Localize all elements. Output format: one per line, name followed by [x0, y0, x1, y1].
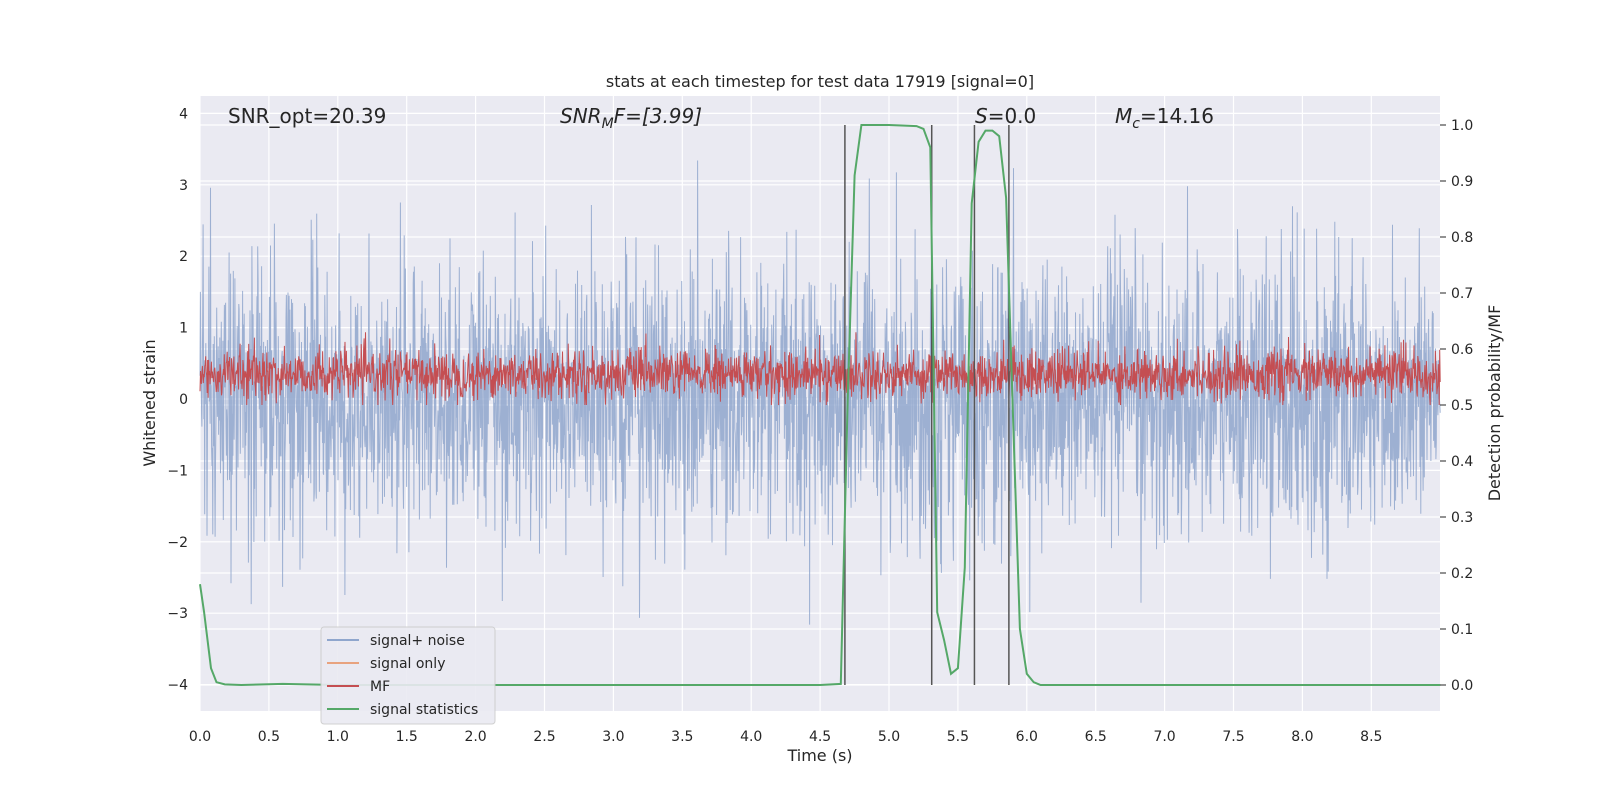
annotation-s-tail: =0.0	[988, 104, 1037, 128]
y2-axis-ticks: 1.0 0.9 0.8 0.7 0.6 0.5 0.4 0.3 0.2 0.1 0.0	[1440, 118, 1473, 694]
y2-tick-label: 0.8	[1451, 230, 1473, 246]
y2-tick-label: 0.3	[1451, 510, 1473, 526]
series-line-mf	[199, 332, 1441, 406]
y-tick-label: 1	[179, 321, 188, 337]
legend: signal+ noise signal only MF signal stat…	[320, 626, 496, 725]
y-tick-label: −1	[167, 463, 188, 479]
x-tick-label: 3.5	[671, 729, 693, 745]
annotation-mc-base: M	[1115, 104, 1132, 128]
x-tick-label: 2.0	[464, 729, 486, 745]
y2-tick-label: 0.4	[1451, 454, 1473, 470]
annotation-snr-mf-base: SNR	[560, 104, 602, 128]
x-tick-label: 8.5	[1360, 729, 1382, 745]
x-tick-label: 6.0	[1016, 729, 1038, 745]
series-signal-statistics	[199, 124, 1441, 687]
chart-title: stats at each timestep for test data 179…	[606, 72, 1034, 91]
annotation-snr-mf-sub: M	[602, 116, 614, 132]
x-tick-label: 1.0	[327, 729, 349, 745]
y-tick-label: −3	[167, 606, 188, 622]
y2-tick-label: 0.5	[1451, 398, 1473, 414]
series-line-signal-statistics	[199, 124, 1441, 687]
x-tick-label: 6.5	[1085, 729, 1107, 745]
legend-label-signal-only: signal only	[370, 656, 445, 672]
x-tick-label: 2.5	[533, 729, 555, 745]
x-tick-label: 1.5	[396, 729, 418, 745]
y-tick-label: −4	[167, 678, 188, 694]
x-tick-label: 7.0	[1153, 729, 1175, 745]
x-axis-ticks: 0.0 0.5 1.0 1.5 2.0 2.5 3.0 3.5 4.0 4.5 5.0 5.5 6.0 6…	[189, 729, 1383, 745]
x-tick-label: 0.0	[189, 729, 211, 745]
y-axis-label: Whitened strain	[140, 339, 159, 466]
series-signal-noise	[199, 160, 1441, 625]
y2-axis-label: Detection probability/MF	[1485, 305, 1504, 502]
x-tick-label: 4.5	[809, 729, 831, 745]
y-tick-label: 3	[179, 178, 188, 194]
y-tick-label: 4	[179, 106, 188, 122]
legend-label-signal-noise: signal+ noise	[370, 633, 465, 649]
x-axis-label: Time (s)	[786, 746, 852, 765]
x-tick-label: 7.5	[1222, 729, 1244, 745]
legend-box	[320, 626, 496, 725]
y-tick-label: 2	[179, 249, 188, 265]
y2-tick-label: 1.0	[1451, 118, 1473, 134]
y2-tick-label: 0.9	[1451, 174, 1473, 190]
x-tick-label: 0.5	[258, 729, 280, 745]
vertical-markers	[844, 125, 1010, 685]
annotation-snr-mf-tail: F=[3.99]	[614, 104, 702, 128]
annotation-mc-sub: c	[1132, 116, 1140, 132]
y-axis-ticks: 4 3 2 1 0 −1 −2 −3 −4	[167, 106, 188, 693]
y2-tick-label: 0.0	[1451, 678, 1473, 694]
y2-tick-label: 0.2	[1451, 566, 1473, 582]
annotation-snr-mf: SNRMF=[3.99]	[560, 104, 702, 132]
x-tick-label: 5.5	[947, 729, 969, 745]
y2-tick-label: 0.7	[1451, 286, 1473, 302]
y-tick-label: −2	[167, 535, 188, 551]
legend-label-mf: MF	[370, 679, 390, 695]
annotation-mc-tail: =14.16	[1140, 104, 1214, 128]
x-tick-label: 5.0	[878, 729, 900, 745]
series-line-signal-noise	[199, 160, 1441, 625]
x-tick-label: 3.0	[602, 729, 624, 745]
y2-tick-label: 0.6	[1451, 342, 1473, 358]
x-tick-label: 8.0	[1291, 729, 1313, 745]
legend-label-signal-statistics: signal statistics	[370, 702, 478, 718]
x-tick-label: 4.0	[740, 729, 762, 745]
y-tick-label: 0	[179, 392, 188, 408]
annotation-mc: Mc=14.16	[1115, 104, 1214, 132]
annotation-s-base: S	[975, 104, 988, 128]
annotation-snr-opt: SNR_opt=20.39	[228, 104, 386, 128]
annotation-s: S=0.0	[975, 104, 1036, 128]
series-mf	[199, 332, 1441, 406]
y2-tick-label: 0.1	[1451, 622, 1473, 638]
